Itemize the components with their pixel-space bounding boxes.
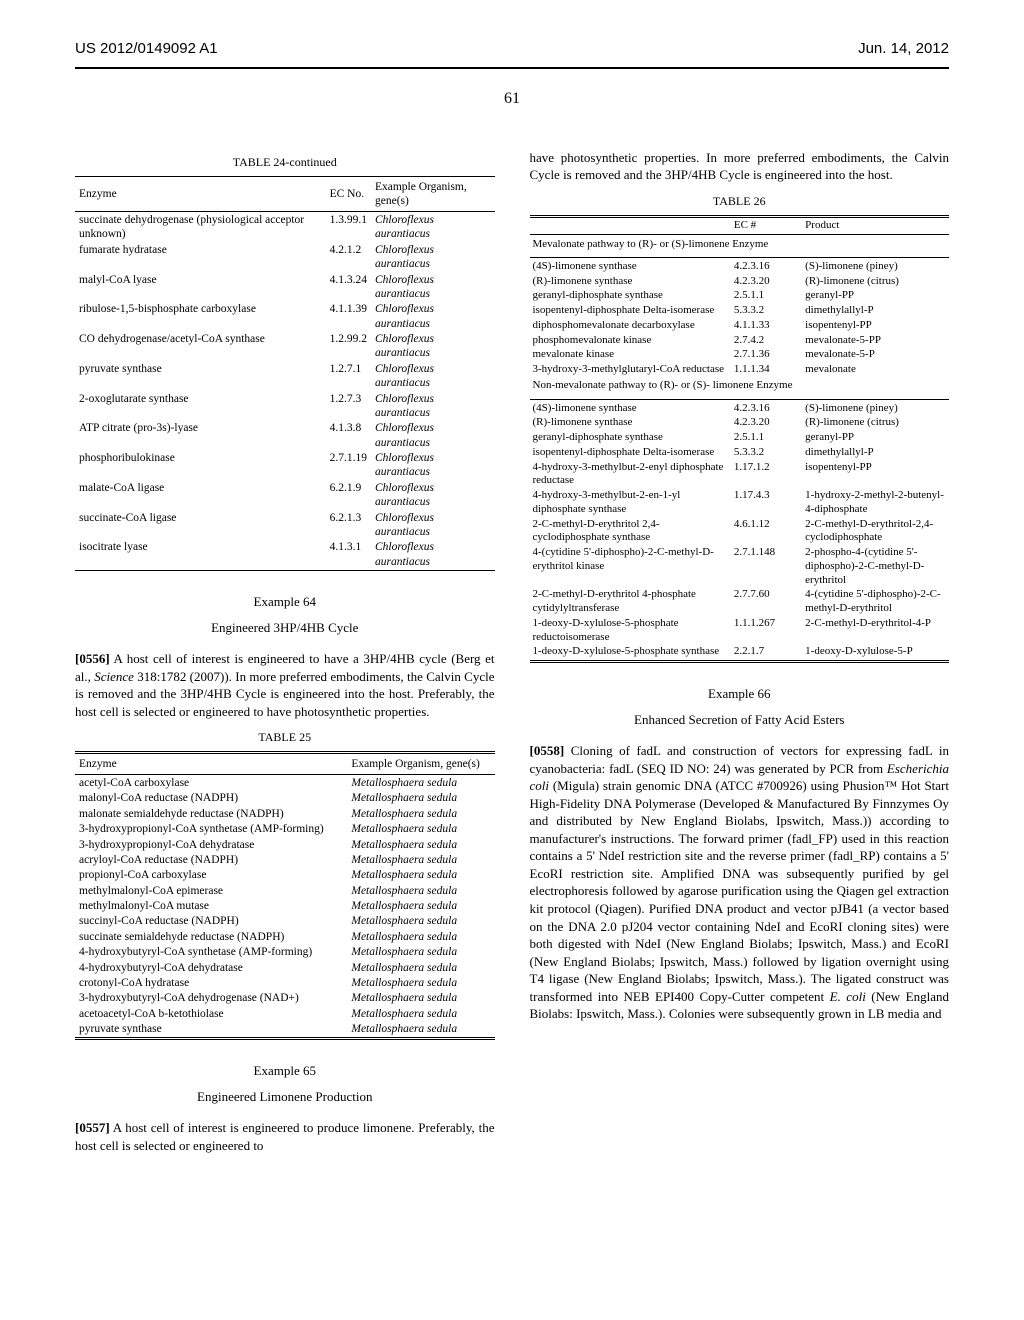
right-intro-para: have photosynthetic properties. In more … [530, 149, 950, 184]
table-row: 4-(cytidine 5'-diphospho)-2-C-methyl-D-e… [530, 546, 950, 588]
table24-header: Enzyme [75, 178, 326, 211]
table-row: malyl-CoA lyase4.1.3.24Chloroflexus aura… [75, 272, 495, 302]
table-row: 3-hydroxybutyryl-CoA dehydrogenase (NAD+… [75, 991, 495, 1006]
page-header: US 2012/0149092 A1 Jun. 14, 2012 [75, 40, 949, 59]
table-row: (4S)-limonene synthase4.2.3.16(S)-limone… [530, 259, 950, 274]
table26-section2: Non-mevalonate pathway to (R)- or (S)- l… [530, 377, 950, 399]
table-row: phosphomevalonate kinase2.7.4.2mevalonat… [530, 333, 950, 348]
table-row: propionyl-CoA carboxylaseMetallosphaera … [75, 868, 495, 883]
table-row: geranyl-diphosphate synthase2.5.1.1geran… [530, 431, 950, 446]
page-number: 61 [75, 89, 949, 109]
example65-para: [0557] A host cell of interest is engine… [75, 1119, 495, 1154]
table-row: 1-deoxy-D-xylulose-5-phosphate synthase2… [530, 645, 950, 660]
table-row: 4-hydroxy-3-methylbut-2-enyl diphosphate… [530, 460, 950, 489]
table-row: methylmalonyl-CoA mutaseMetallosphaera s… [75, 899, 495, 914]
table-row: fumarate hydratase4.2.1.2Chloroflexus au… [75, 242, 495, 272]
table-row: phosphoribulokinase2.7.1.19Chloroflexus … [75, 451, 495, 481]
table-row: (4S)-limonene synthase4.2.3.16(S)-limone… [530, 401, 950, 416]
example65-head: Example 65 [75, 1063, 495, 1079]
table-row: succinate dehydrogenase (physiological a… [75, 213, 495, 243]
table25-header: Enzyme [75, 755, 347, 774]
right-column: have photosynthetic properties. In more … [530, 149, 950, 1165]
table26-header: EC # [731, 219, 802, 234]
table-row: malate-CoA ligase6.2.1.9Chloroflexus aur… [75, 480, 495, 510]
table-row: 3-hydroxypropionyl-CoA dehydrataseMetall… [75, 837, 495, 852]
table-row: methylmalonyl-CoA epimeraseMetallosphaer… [75, 883, 495, 898]
table-row: 3-hydroxy-3-methylglutaryl-CoA reductase… [530, 363, 950, 378]
table-row: (R)-limonene synthase4.2.3.20(R)-limonen… [530, 274, 950, 289]
table-row: 3-hydroxypropionyl-CoA synthetase (AMP-f… [75, 822, 495, 837]
example66-para: [0558] Cloning of fadL and construction … [530, 742, 950, 1023]
table24: Enzyme EC No. Example Organism, gene(s) … [75, 176, 495, 572]
table-row: (R)-limonene synthase4.2.3.20(R)-limonen… [530, 416, 950, 431]
table-row: succinate-CoA ligase6.2.1.3Chloroflexus … [75, 510, 495, 540]
para-num: [0556] [75, 651, 110, 666]
table-row: CO dehydrogenase/acetyl-CoA synthase1.2.… [75, 332, 495, 362]
table25: Enzyme Example Organism, gene(s) acetyl-… [75, 751, 495, 1041]
para-num: [0557] [75, 1120, 110, 1135]
table-row: acetyl-CoA carboxylaseMetallosphaera sed… [75, 776, 495, 791]
para-text: A host cell of interest is engineered to… [75, 1120, 495, 1153]
table-row: 1-deoxy-D-xylulose-5-phosphate reductois… [530, 616, 950, 645]
table-row: crotonyl-CoA hydrataseMetallosphaera sed… [75, 975, 495, 990]
table24-header: EC No. [326, 178, 371, 211]
table-row: pyruvate synthase1.2.7.1Chloroflexus aur… [75, 361, 495, 391]
table26: EC # Product Mevalonate pathway to (R)- … [530, 215, 950, 664]
table-row: 4-hydroxybutyryl-CoA dehydrataseMetallos… [75, 960, 495, 975]
table24-header: Example Organism, gene(s) [371, 178, 495, 211]
table-row: 4-hydroxybutyryl-CoA synthetase (AMP-for… [75, 945, 495, 960]
table26-header: Product [802, 219, 949, 234]
table25-header: Example Organism, gene(s) [347, 755, 494, 774]
para-num: [0558] [530, 743, 565, 758]
example64-title: Engineered 3HP/4HB Cycle [75, 620, 495, 636]
header-divider [75, 67, 949, 69]
table-row: isocitrate lyase4.1.3.1Chloroflexus aura… [75, 540, 495, 570]
example64-head: Example 64 [75, 594, 495, 610]
example66-head: Example 66 [530, 686, 950, 702]
example65-title: Engineered Limonene Production [75, 1089, 495, 1105]
table-row: ribulose-1,5-bisphosphate carboxylase4.1… [75, 302, 495, 332]
table-row: pyruvate synthaseMetallosphaera sedula [75, 1022, 495, 1038]
table-row: isopentenyl-diphosphate Delta-isomerase5… [530, 304, 950, 319]
table-row: 2-C-methyl-D-erythritol 2,4-cyclodiphosp… [530, 517, 950, 546]
doc-number: US 2012/0149092 A1 [75, 40, 218, 59]
table-row: malonate semialdehyde reductase (NADPH)M… [75, 806, 495, 821]
table25-title: TABLE 25 [75, 730, 495, 745]
content-columns: TABLE 24-continued Enzyme EC No. Example… [75, 149, 949, 1165]
doc-date: Jun. 14, 2012 [858, 40, 949, 59]
example64-para: [0556] A host cell of interest is engine… [75, 650, 495, 720]
table-row: succinyl-CoA reductase (NADPH)Metallosph… [75, 914, 495, 929]
table-row: mevalonate kinase2.7.1.36mevalonate-5-P [530, 348, 950, 363]
table24-title: TABLE 24-continued [75, 155, 495, 170]
table-row: 2-C-methyl-D-erythritol 4-phosphate cyti… [530, 588, 950, 617]
table-row: acryloyl-CoA reductase (NADPH)Metallosph… [75, 852, 495, 867]
table-row: ATP citrate (pro-3s)-lyase4.1.3.8Chlorof… [75, 421, 495, 451]
table-row: diphosphomevalonate decarboxylase4.1.1.3… [530, 318, 950, 333]
example66-title: Enhanced Secretion of Fatty Acid Esters [530, 712, 950, 728]
table-row: acetoacetyl-CoA b-ketothiolaseMetallosph… [75, 1006, 495, 1021]
table-row: geranyl-diphosphate synthase2.5.1.1geran… [530, 289, 950, 304]
table-row: 4-hydroxy-3-methylbut-2-en-1-yl diphosph… [530, 489, 950, 518]
table-row: isopentenyl-diphosphate Delta-isomerase5… [530, 445, 950, 460]
table26-title: TABLE 26 [530, 194, 950, 209]
table-row: succinate semialdehyde reductase (NADPH)… [75, 929, 495, 944]
table26-header [530, 219, 731, 234]
table-row: malonyl-CoA reductase (NADPH)Metallospha… [75, 791, 495, 806]
table26-section1: Mevalonate pathway to (R)- or (S)-limone… [530, 236, 950, 258]
left-column: TABLE 24-continued Enzyme EC No. Example… [75, 149, 495, 1165]
table-row: 2-oxoglutarate synthase1.2.7.3Chloroflex… [75, 391, 495, 421]
